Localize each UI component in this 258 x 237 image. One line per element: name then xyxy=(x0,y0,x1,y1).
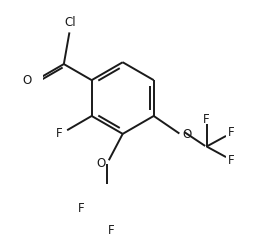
Text: O: O xyxy=(23,74,32,87)
Text: O: O xyxy=(182,128,192,141)
Text: F: F xyxy=(56,127,63,140)
Text: F: F xyxy=(108,223,115,237)
Text: O: O xyxy=(96,157,106,170)
Text: F: F xyxy=(228,154,234,167)
Text: F: F xyxy=(228,126,234,139)
Text: Cl: Cl xyxy=(64,16,76,29)
Text: F: F xyxy=(78,202,84,215)
Text: F: F xyxy=(203,113,210,126)
